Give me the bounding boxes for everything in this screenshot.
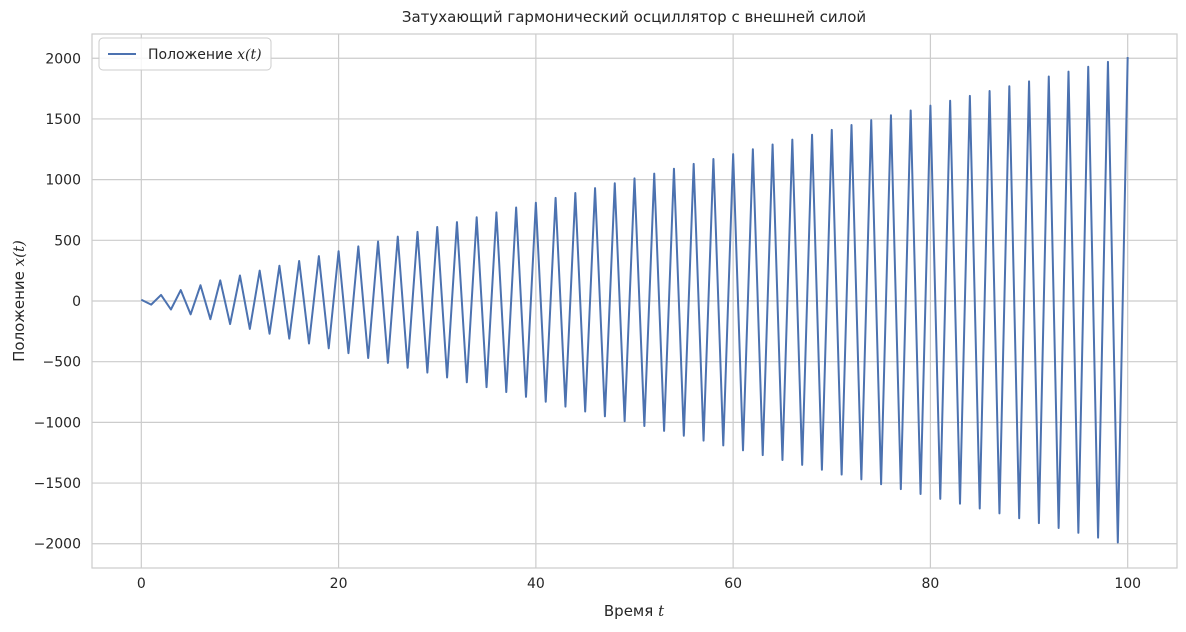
y-axis-label-text: Положение	[10, 271, 28, 362]
y-tick-label: 1000	[45, 173, 81, 189]
x-tick-label: 0	[137, 576, 146, 592]
x-axis-label-text: Время	[604, 602, 653, 620]
y-axis-label: Положение x(t)	[10, 240, 28, 362]
y-tick-label: 2000	[45, 51, 81, 67]
y-tick-label: −1000	[34, 415, 81, 431]
y-tick-label: −500	[43, 355, 81, 371]
x-tick-label: 20	[330, 576, 348, 592]
legend: Положение x(t)	[98, 37, 272, 71]
x-axis-label: Время t	[604, 602, 665, 620]
y-axis-label-var: x(t)	[10, 240, 28, 266]
x-tick-label: 60	[724, 576, 742, 592]
plot-frame	[91, 33, 1178, 569]
x-tick-label: 80	[921, 576, 939, 592]
series-line	[140, 57, 1129, 544]
legend-box	[98, 37, 272, 71]
legend-label: Положение x(t)	[148, 47, 262, 63]
y-gridlines	[92, 57, 1177, 545]
y-tick-label: 1500	[45, 112, 81, 128]
series-layer	[140, 57, 1129, 544]
y-tick-label: 500	[54, 233, 81, 249]
chart-title: Затухающий гармонический осциллятор с вн…	[402, 8, 866, 26]
x-axis-label-var: t	[658, 602, 665, 620]
x-tick-label: 40	[527, 576, 545, 592]
y-tick-label: 0	[72, 294, 81, 310]
legend-label-text: Положение	[148, 47, 233, 63]
y-tick-label: −2000	[34, 537, 81, 553]
y-tick-label: −1500	[34, 476, 81, 492]
x-tick-labels: 0 20 40 60 80 100	[137, 576, 1141, 592]
legend-label-var: x(t)	[237, 47, 261, 63]
x-tick-label: 100	[1114, 576, 1141, 592]
y-tick-labels: −2000 −1500 −1000 −500 0 500 1000 1500 2000	[34, 51, 81, 552]
